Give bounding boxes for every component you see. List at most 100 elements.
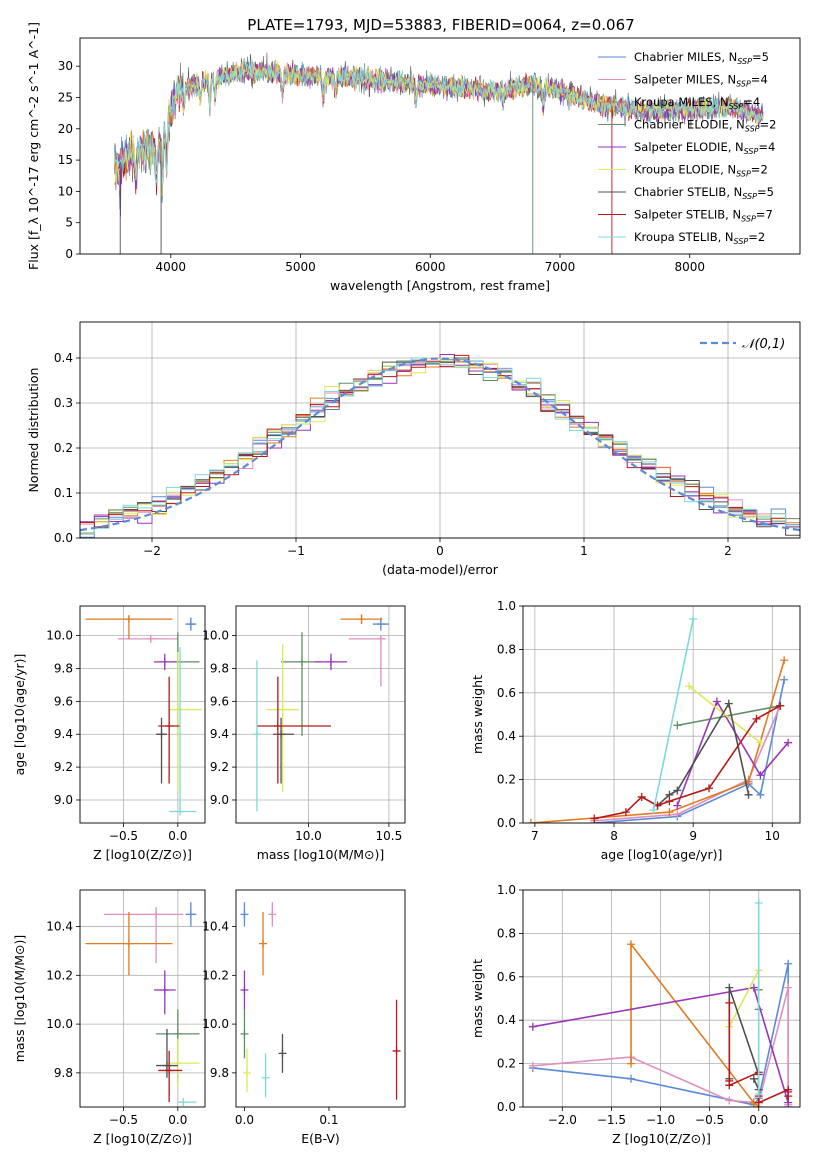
- spectrum-ytick-label: 0: [65, 247, 73, 261]
- age-vs-Z-plot-area: [85, 615, 202, 816]
- mass-weight-vs-age-ytick-label: 0.8: [497, 642, 516, 656]
- age-vs-Z-point-7: [165, 722, 174, 731]
- mass-weight-vs-Z-marker-0: [627, 1074, 636, 1083]
- mass-weight-vs-age-marker-7: [590, 814, 599, 823]
- mass-vs-EBV-xtick-label: 0.1: [319, 1113, 338, 1127]
- mass-weight-vs-Z-marker-6: [749, 1074, 758, 1083]
- mass-weight-vs-age-marker-6: [744, 790, 753, 799]
- mass-weight-vs-age-marker-6: [724, 699, 733, 708]
- mass-vs-Z-frame: [79, 889, 206, 1108]
- age-vs-Z-ytick-label: 9.2: [54, 760, 73, 774]
- mass-weight-vs-Z-marker-7: [725, 1081, 734, 1090]
- mass-weight-vs-age-marker-2: [780, 656, 789, 665]
- mass-weight-vs-age-marker-0: [780, 675, 789, 684]
- mass-weight-vs-age-marker-7: [752, 714, 761, 723]
- age-vs-mass-point-3: [297, 657, 306, 666]
- spectrum-ytick-label: 20: [58, 122, 73, 136]
- mass-weight-vs-Z-ylabel: mass weight: [470, 959, 485, 1038]
- mass-weight-vs-age-xtick-label: 7: [531, 829, 539, 843]
- residual-histogram-ylabel: Normed distribution: [26, 368, 41, 493]
- mass-vs-EBV-plot-area: [240, 902, 401, 1100]
- legend-model-name: Kroupa MILES: [634, 95, 713, 109]
- legend-entry: Salpeter MILES, NSSP=4: [634, 73, 768, 89]
- age-vs-mass-point-5: [278, 705, 287, 714]
- mass-vs-Z-ylabel: mass [log10(M/M⊙)]: [12, 935, 27, 1063]
- legend-entry: Kroupa MILES, NSSP=4: [634, 95, 760, 111]
- residual-histogram-xlabel: (data-model)/error: [382, 562, 499, 577]
- age-vs-Z-point-2: [124, 615, 133, 624]
- mass-vs-Z-ytick-label: 9.8: [54, 1066, 73, 1080]
- legend-nssp: 4: [753, 95, 760, 109]
- mass-weight-vs-age-marker-8: [649, 805, 658, 814]
- mass-weight-vs-Z-xtick-label: 0.0: [749, 1113, 768, 1127]
- residual-histogram-ytick-label: 0.2: [54, 441, 73, 455]
- mass-vs-EBV-xlabel: E(B-V): [301, 1131, 340, 1146]
- mass-weight-vs-age-plot-area: [526, 615, 793, 823]
- residual-histogram-ytick-label: 0.4: [54, 351, 73, 365]
- mass-vs-EBV-point-4: [240, 985, 249, 994]
- age-vs-Z-ylabel: age [log10(age/yr)]: [12, 654, 27, 776]
- age-vs-mass-xlabel: mass [log10(M/M⊙)]: [257, 847, 385, 862]
- mass-weight-vs-age-marker-4: [756, 771, 765, 780]
- normal-reference-curve: [80, 357, 800, 532]
- age-vs-Z-ytick-label: 9.6: [54, 694, 73, 708]
- mass-vs-Z-point-8: [179, 1098, 188, 1107]
- residual-histogram-xtick-label: 0: [436, 544, 444, 558]
- residual-histogram-ytick-label: 0.1: [54, 486, 73, 500]
- mass-vs-EBV-ytick-label: 10.2: [202, 968, 229, 982]
- legend-nssp: 2: [758, 230, 765, 244]
- mass-weight-vs-age-frame: [522, 605, 801, 824]
- mass-weight-vs-Z-xtick-label: −1.5: [597, 1113, 626, 1127]
- mass-weight-vs-Z-marker-8: [754, 899, 763, 908]
- mass-weight-vs-age-marker-7: [704, 784, 713, 793]
- age-vs-mass-ytick-label: 9.8: [210, 661, 229, 675]
- spectrum-xlabel: wavelength [Angstrom, rest frame]: [330, 278, 550, 293]
- spectrum-ytick-label: 15: [58, 153, 73, 167]
- spectrum-xtick-label: 4000: [156, 260, 187, 274]
- mass-vs-Z-ytick-label: 10.2: [46, 968, 73, 982]
- spectrum-line-8: [114, 60, 764, 186]
- mass-weight-vs-age-marker-3: [673, 721, 682, 730]
- mass-weight-vs-age-ytick-label: 0.0: [497, 816, 516, 830]
- age-vs-mass-ytick-label: 9.6: [210, 694, 229, 708]
- residual-histogram-frame: [79, 321, 801, 539]
- mass-weight-vs-age-marker-6: [673, 786, 682, 795]
- spectrum-ytick-label: 30: [58, 59, 73, 73]
- age-vs-mass-ytick-label: 10.0: [202, 629, 229, 643]
- mass-vs-EBV-frame: [235, 889, 406, 1108]
- mass-weight-vs-Z-marker-2: [627, 940, 636, 949]
- age-vs-mass-xtick-label: 10.5: [376, 829, 403, 843]
- legend-model-name: Salpeter ELODIE: [634, 140, 728, 154]
- mass-weight-vs-age-series-5: [688, 685, 761, 744]
- age-vs-mass-point-7: [273, 722, 282, 731]
- spectrum-ylabel: Flux [f_λ 10^-17 erg cm^-2 s^-1 A^-1]: [26, 22, 41, 270]
- mass-weight-vs-age-series-2: [530, 660, 785, 823]
- legend-model-name: Chabrier MILES: [634, 50, 721, 64]
- mass-weight-vs-Z-xtick-label: −2.0: [548, 1113, 577, 1127]
- age-vs-Z-xtick-label: −0.5: [109, 829, 138, 843]
- spectrum-ytick-label: 5: [65, 216, 73, 230]
- legend-entry: Chabrier STELIB, NSSP=5: [634, 185, 774, 201]
- legend-model-name: Kroupa ELODIE: [634, 163, 720, 177]
- residual-histogram-xtick-label: 2: [724, 544, 732, 558]
- mass-weight-vs-age-marker-2: [665, 808, 674, 817]
- mass-weight-vs-Z-marker-7: [754, 1098, 763, 1107]
- mass-vs-EBV-point-0: [240, 910, 249, 919]
- mass-weight-vs-age-ytick-label: 1.0: [497, 599, 516, 613]
- mass-weight-vs-Z-series-5: [728, 969, 760, 1028]
- mass-weight-vs-Z-series-1: [532, 987, 789, 1105]
- mass-vs-Z-xtick-label: 0.0: [168, 1113, 187, 1127]
- legend-entry: Salpeter STELIB, NSSP=7: [634, 208, 773, 224]
- age-vs-mass-plot-area: [252, 614, 389, 812]
- mass-vs-EBV-ytick-label: 9.8: [210, 1066, 229, 1080]
- mass-weight-vs-age-marker-7: [637, 792, 646, 801]
- residual-histogram-ytick-label: 0.3: [54, 396, 73, 410]
- mass-vs-Z-point-3: [173, 1029, 182, 1038]
- age-vs-mass-point-0: [376, 620, 385, 629]
- age-vs-Z-ytick-label: 9.0: [54, 793, 73, 807]
- age-vs-Z-xlabel: Z [log10(Z/Z⊙)]: [93, 847, 192, 862]
- mass-weight-vs-Z-marker-4: [749, 983, 758, 992]
- mass-weight-vs-age-marker-0: [756, 790, 765, 799]
- mass-weight-vs-age-ytick-label: 0.4: [497, 729, 516, 743]
